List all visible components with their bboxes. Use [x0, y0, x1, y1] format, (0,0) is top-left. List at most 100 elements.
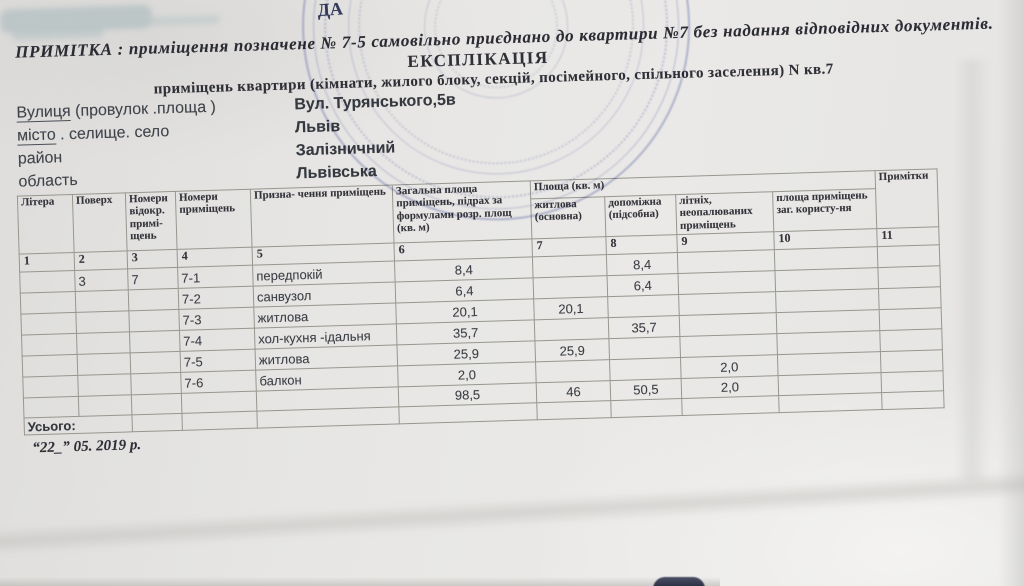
col-header-summer-area: літніх, неопалюваних приміщень — [675, 191, 774, 235]
col-number: 3 — [127, 249, 178, 269]
col-header-floor: Поверх — [72, 192, 128, 253]
table-cell — [609, 357, 682, 381]
table-cell: 7-4 — [179, 328, 256, 352]
col-header-auxiliary-area: допоміжна (підсобна) — [604, 194, 677, 237]
table-cell — [877, 244, 940, 268]
table-cell — [881, 370, 944, 393]
street-label: Вулиця (провулок .площа ) — [16, 98, 217, 123]
table-cell — [778, 392, 883, 413]
col-header-separate-numbers: Номери відокр. примі- щень — [125, 191, 178, 251]
table-cell: 7 — [127, 267, 179, 290]
table-cell — [879, 328, 943, 352]
table-cell: 7-1 — [177, 265, 254, 289]
table-cell: 7-5 — [180, 349, 256, 373]
table-cell — [19, 270, 76, 294]
table-cell — [128, 309, 180, 332]
bottom-edge-object — [653, 577, 705, 586]
table-cell — [131, 393, 182, 415]
table-cell: 6,4 — [607, 273, 679, 297]
table-cell: 20,1 — [533, 296, 609, 320]
table-cell — [878, 286, 942, 310]
table-cell — [880, 349, 943, 373]
col-number: 8 — [605, 234, 678, 255]
col-header-notes: Примітки — [875, 168, 939, 229]
table-cell — [881, 390, 945, 410]
city-value: Львів — [294, 118, 341, 137]
table-cell — [535, 359, 611, 383]
date-line: “22_” 05. 2019 р. — [32, 437, 142, 457]
table-cell — [20, 291, 76, 315]
col-header-living-area: житлова (основна) — [530, 196, 606, 239]
table-cell — [533, 275, 608, 299]
table-cell — [77, 352, 131, 376]
table-cell: 2,0 — [680, 354, 779, 379]
street-value: Вул. Турянського,5в — [294, 91, 456, 114]
col-header-total-area: Загальна площа приміщень, підрах за форм… — [392, 180, 532, 243]
total-label: Усього: — [23, 414, 133, 436]
table-cell — [130, 351, 181, 374]
paper-edge-shade — [998, 0, 1024, 586]
explication-table: Літера Поверх Номери відокр. примі- щень… — [17, 168, 945, 436]
table-cell — [607, 294, 680, 318]
table-cell — [181, 411, 258, 431]
table-cell — [129, 330, 181, 353]
total-living-value: 46 — [536, 380, 611, 403]
table-cell: 35,7 — [608, 315, 680, 339]
col-header-litera: Літера — [17, 194, 75, 255]
table-cell — [678, 291, 777, 316]
col-header-common-area: площа приміщень заг. користу-ня — [772, 188, 877, 232]
district-value: Залізничний — [295, 139, 396, 160]
table-cell — [608, 336, 681, 360]
table-cell — [20, 312, 77, 336]
paper-shade-band — [955, 60, 989, 480]
table-cell — [679, 333, 778, 358]
table-cell — [610, 398, 683, 418]
table-cell — [681, 395, 780, 416]
table-cell — [131, 413, 183, 432]
table-cell — [75, 310, 130, 334]
table-cell — [256, 406, 400, 429]
table-cell: 25,9 — [534, 338, 610, 362]
col-header-purpose: Призна- чення приміщень — [250, 185, 394, 248]
col-number: 1 — [19, 252, 75, 273]
region-label: область — [18, 171, 78, 192]
col-number: 11 — [876, 226, 940, 247]
col-header-room-numbers: Номери приміщень — [175, 189, 253, 250]
table-cell — [398, 402, 538, 424]
handwritten-mark: ДА — [316, 0, 344, 21]
table-cell — [677, 270, 776, 295]
col-number: 7 — [531, 236, 607, 257]
table-cell — [128, 288, 179, 311]
table-cell — [76, 331, 131, 355]
table-cell: 8,4 — [606, 252, 678, 276]
table-cell — [536, 400, 612, 420]
city-label: місто . селище. село — [16, 123, 170, 146]
table-cell — [532, 254, 608, 278]
total-auxiliary-value: 50,5 — [610, 378, 682, 401]
paper-bottom-edge — [0, 577, 720, 586]
table-cell — [78, 394, 132, 417]
table-cell — [23, 396, 79, 419]
table-cell — [677, 249, 775, 274]
table-cell — [77, 373, 132, 397]
table-cell — [879, 307, 942, 331]
table-cell — [679, 312, 777, 337]
district-label: район — [17, 149, 63, 169]
table-cell — [22, 354, 78, 378]
table-cell — [130, 372, 182, 395]
table-cell — [21, 333, 78, 357]
table-cell: 7-3 — [178, 307, 255, 331]
table-cell: 7-6 — [180, 370, 257, 394]
col-number: 2 — [74, 250, 128, 271]
table-cell — [75, 289, 129, 313]
table-cell — [877, 265, 941, 289]
table-cell — [534, 317, 609, 341]
col-number: 4 — [177, 247, 253, 268]
table-cell — [22, 375, 79, 399]
table-cell: 7-2 — [178, 286, 254, 310]
table-cell — [181, 391, 257, 414]
region-value: Львівська — [296, 162, 378, 183]
table-cell: 3 — [74, 268, 129, 292]
